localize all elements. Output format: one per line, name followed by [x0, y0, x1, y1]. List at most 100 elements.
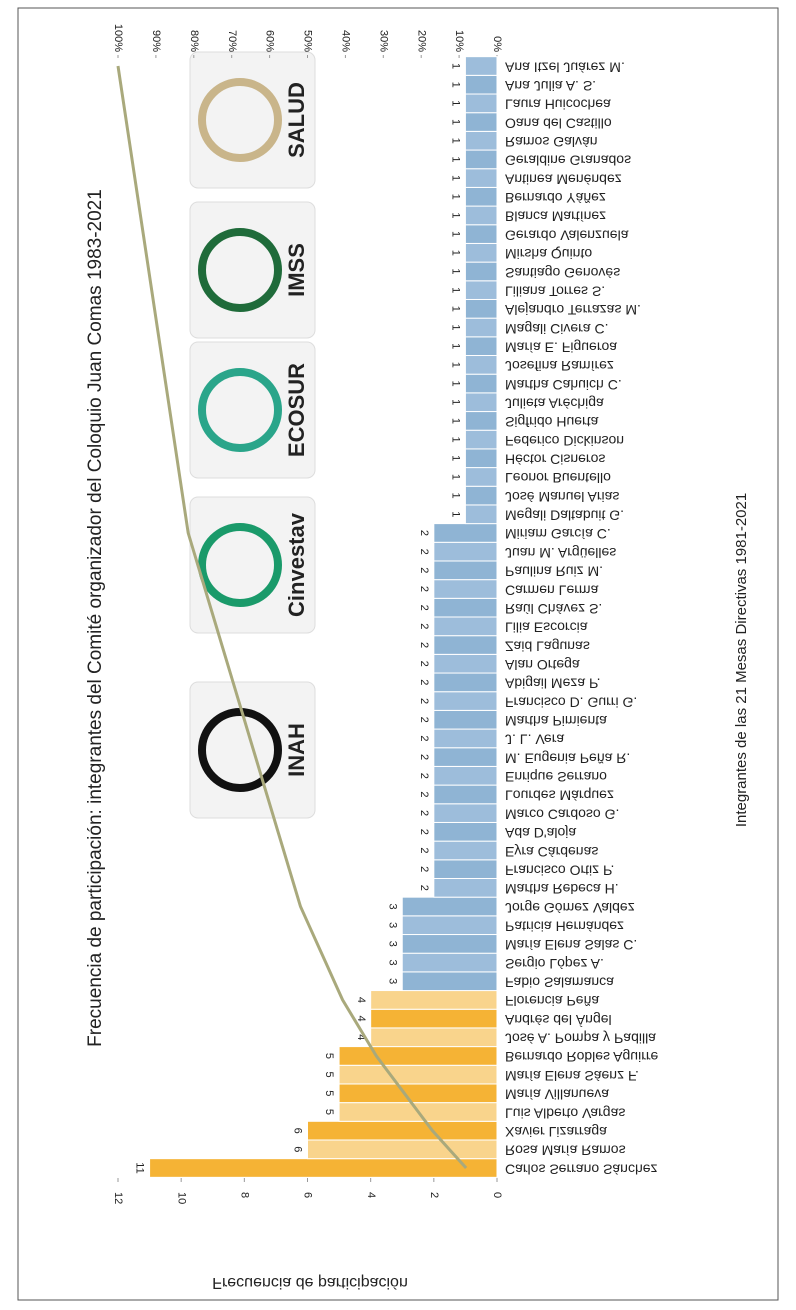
- bar: [464, 261, 498, 282]
- bar: [464, 112, 498, 132]
- bar: [433, 597, 498, 618]
- data-label: 2: [418, 679, 430, 685]
- bar: [370, 1008, 498, 1029]
- data-label: 4: [355, 997, 367, 1003]
- x-tick-label: Francisco D. Gurri G.: [505, 694, 637, 710]
- y-tick-label: 0: [491, 1192, 503, 1198]
- data-label: 2: [418, 605, 430, 611]
- data-label: 3: [386, 978, 398, 984]
- data-label: 1: [450, 231, 462, 237]
- y2-tick-label: 20%: [415, 30, 427, 52]
- x-tick-label: Ana Itzel Juárez M.: [505, 59, 625, 75]
- y2-tick-label: 40%: [339, 30, 351, 52]
- x-tick-label: Lilia Escorcia: [505, 620, 588, 636]
- bar: [433, 840, 498, 861]
- bar: [464, 392, 498, 413]
- bar: [464, 504, 498, 525]
- bar: [433, 635, 498, 655]
- bar: [401, 952, 498, 973]
- bar: [464, 242, 498, 263]
- bar: [433, 728, 498, 749]
- x-tick-label: María Elena Salas C.: [505, 937, 637, 953]
- bar: [464, 149, 498, 170]
- x-tick-label: Carmen Lerma: [505, 582, 599, 598]
- data-label: 4: [355, 1034, 367, 1040]
- data-label: 1: [450, 418, 462, 424]
- data-label: 5: [323, 1053, 335, 1059]
- bar: [433, 747, 498, 767]
- cumulative-line: [116, 65, 468, 1170]
- bar: [433, 579, 498, 599]
- data-label: 6: [292, 1146, 304, 1152]
- bar: [464, 448, 498, 469]
- logo-text: SALUD: [284, 82, 309, 158]
- x-tick-label: Blanca Martínez: [505, 209, 606, 225]
- logo-text: IMSS: [284, 243, 309, 297]
- x-tick-label: Raúl Chávez S.: [505, 601, 602, 617]
- bar: [464, 317, 498, 338]
- bar: [370, 990, 498, 1010]
- y2-tick-label: 100%: [112, 24, 124, 52]
- data-label: 2: [418, 661, 430, 667]
- data-label: 5: [323, 1090, 335, 1096]
- x-tick-label: Rosa María Ramos: [505, 1143, 626, 1159]
- x-tick-label: Federico Dickinson: [505, 433, 624, 449]
- data-label: 2: [418, 773, 430, 779]
- bar: [433, 560, 498, 581]
- data-label: 5: [323, 1072, 335, 1078]
- x-tick-label: M. Eugenia Peña R.: [505, 750, 630, 766]
- bar: [464, 205, 498, 226]
- bar: [464, 411, 498, 431]
- bar: [464, 373, 498, 394]
- x-tick-label: Gerardo Valenzuela: [505, 227, 629, 243]
- x-tick-label: Sigfrido Huerta: [505, 414, 599, 430]
- data-label: 1: [450, 380, 462, 386]
- x-tick-label: Santiago Genovés: [505, 265, 620, 281]
- data-label: 1: [450, 194, 462, 200]
- data-label: 6: [292, 1128, 304, 1134]
- plot: 0246810120%10%20%30%40%50%60%70%80%90%10…: [112, 24, 658, 1204]
- x-tick-label: Paulina Ruiz M.: [505, 564, 603, 580]
- bar: [433, 765, 498, 786]
- data-label: 1: [450, 455, 462, 461]
- bar: [433, 616, 498, 637]
- x-tick-label: Oana del Castillo: [505, 115, 612, 131]
- y-tick-label: 6: [302, 1192, 314, 1198]
- x-tick-label: Héctor Cisneros: [505, 452, 605, 468]
- bar: [464, 298, 498, 319]
- data-label: 1: [450, 175, 462, 181]
- bar: [464, 224, 498, 244]
- x-tick-label: Carlos Serrano Sánchez: [505, 1161, 658, 1177]
- data-label: 1: [450, 306, 462, 312]
- data-label: 2: [418, 567, 430, 573]
- bar: [464, 186, 498, 207]
- data-label: 1: [450, 119, 462, 125]
- data-label: 5: [323, 1109, 335, 1115]
- data-label: 2: [418, 549, 430, 555]
- bar: [433, 523, 498, 543]
- x-tick-label: Jorge Gómez Valdez: [505, 900, 635, 916]
- bar: [149, 1158, 498, 1178]
- data-label: 2: [418, 698, 430, 704]
- bar: [401, 971, 498, 992]
- x-tick-label: María E. Figueroa: [505, 339, 617, 355]
- data-label: 2: [418, 885, 430, 891]
- x-tick-label: Martha Cahuich C.: [505, 377, 622, 393]
- y2-tick-label: 80%: [188, 30, 200, 52]
- data-label: 1: [450, 100, 462, 106]
- x-tick-label: Liliana Torres S.: [505, 283, 605, 299]
- data-label: 2: [418, 829, 430, 835]
- y-tick-label: 8: [238, 1192, 250, 1198]
- y-tick-label: 12: [112, 1192, 124, 1204]
- logo-emblem: [198, 708, 282, 792]
- bar: [307, 1120, 498, 1141]
- data-label: 3: [386, 903, 398, 909]
- x-tick-label: Juan M. Argüelles: [505, 545, 616, 561]
- x-tick-label: Francisco Ortiz P.: [505, 862, 614, 878]
- x-tick-label: Enrique Serrano: [505, 769, 607, 785]
- x-tick-label: María Villanueva: [505, 1087, 609, 1103]
- data-label: 1: [450, 399, 462, 405]
- y-tick-label: 4: [365, 1192, 377, 1198]
- data-label: 1: [450, 287, 462, 293]
